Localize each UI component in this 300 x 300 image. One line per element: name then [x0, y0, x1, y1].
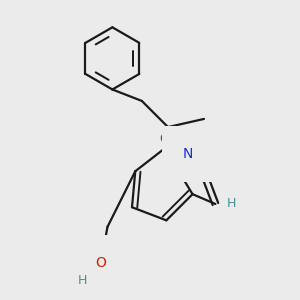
- Text: H: H: [78, 274, 88, 287]
- Text: H: H: [227, 197, 236, 211]
- Text: O: O: [159, 132, 170, 146]
- Text: N: N: [182, 147, 193, 161]
- Text: O: O: [95, 256, 106, 270]
